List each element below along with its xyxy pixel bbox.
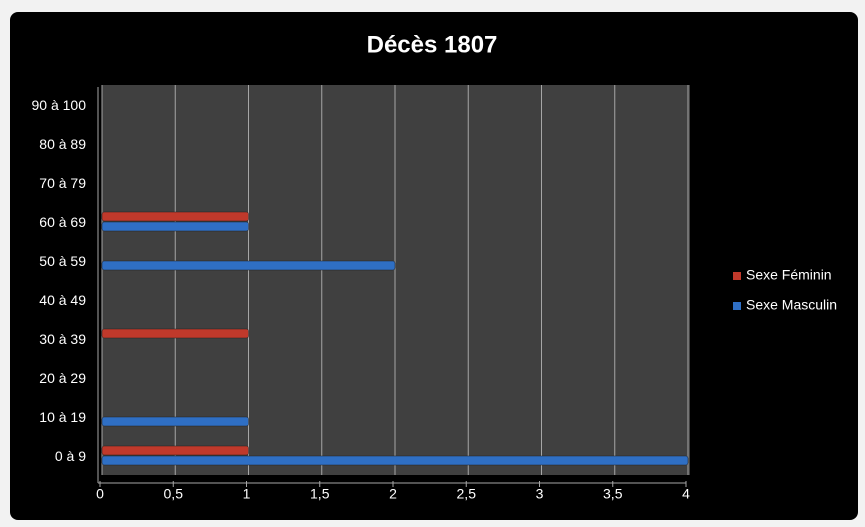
x-tick-label: 2,5 xyxy=(457,486,477,502)
legend-swatch xyxy=(733,272,741,280)
legend-swatch xyxy=(733,302,741,310)
bar xyxy=(101,211,249,222)
bar xyxy=(101,445,249,456)
x-tick-label: 1,5 xyxy=(310,486,330,502)
y-tick-label: 30 à 39 xyxy=(39,331,86,347)
x-tick-label: 4 xyxy=(682,486,690,502)
bar xyxy=(101,416,249,427)
plot-area xyxy=(102,85,690,475)
y-tick-label: 40 à 49 xyxy=(39,292,86,308)
y-tick-label: 20 à 29 xyxy=(39,370,86,386)
bar xyxy=(101,328,249,339)
bar xyxy=(101,455,689,466)
y-tick-label: 10 à 19 xyxy=(39,409,86,425)
legend-label: Sexe Féminin xyxy=(746,267,832,283)
y-tick-label: 90 à 100 xyxy=(32,97,87,113)
x-tick-label: 0,5 xyxy=(164,486,184,502)
bar xyxy=(101,260,396,271)
y-tick-label: 50 à 59 xyxy=(39,253,86,269)
bar xyxy=(101,221,249,232)
x-tick-label: 3,5 xyxy=(603,486,623,502)
x-tick-label: 3 xyxy=(536,486,544,502)
legend-label: Sexe Masculin xyxy=(746,297,837,313)
y-tick-label: 70 à 79 xyxy=(39,175,86,191)
x-tick-label: 2 xyxy=(389,486,397,502)
x-tick-label: 1 xyxy=(243,486,251,502)
y-tick-label: 60 à 69 xyxy=(39,214,86,230)
chart-title: Décès 1807 xyxy=(367,31,498,58)
y-tick-label: 0 à 9 xyxy=(55,448,86,464)
x-tick-label: 0 xyxy=(96,486,104,502)
y-tick-label: 80 à 89 xyxy=(39,136,86,152)
